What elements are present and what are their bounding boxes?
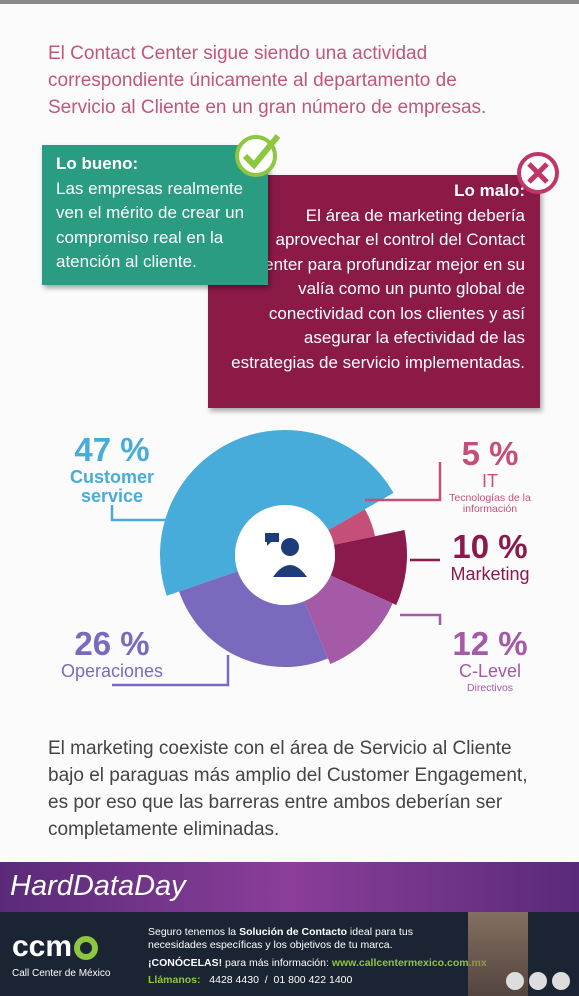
msg: Seguro tenemos la [148, 926, 240, 938]
conclusion: El marketing coexiste con el área de Ser… [48, 738, 528, 840]
icon-head [281, 538, 299, 556]
msg: ideal para tus necesidades específicas y… [148, 926, 413, 951]
footer: ccm Call Center de México Seguro tenemos… [0, 912, 579, 996]
bad-title: Lo malo: [454, 181, 525, 200]
footer-call: Llámanos: 4428 4430 / 01 800 422 1400 [148, 974, 352, 986]
donut-segment [328, 509, 376, 545]
leader-line [110, 505, 178, 522]
donut-segment [159, 429, 394, 596]
category-label: IT [482, 471, 498, 491]
sep: / [264, 974, 268, 986]
logo-sub: Call Center de México [12, 968, 111, 979]
value-label: 10 % [452, 528, 528, 565]
value-label: 12 % [452, 625, 528, 662]
icon-bubble [265, 533, 279, 546]
leader-line [365, 462, 442, 502]
category-label: Operaciones [60, 661, 164, 681]
donut-segment [330, 530, 407, 606]
value-label: 5 % [461, 435, 519, 472]
banner-text: HardDataDay [10, 870, 186, 902]
icon-body [273, 565, 307, 577]
category-description: Tecnologías de la información [449, 492, 531, 516]
call: Llámanos: [148, 974, 201, 986]
url[interactable]: www.callcentermexico.com.mx [331, 957, 487, 969]
category-label: C-Level [458, 661, 522, 681]
good-title: Lo bueno: [56, 154, 139, 173]
good-box [42, 145, 268, 285]
logo-icon [74, 936, 98, 960]
category-description: Directivos [466, 682, 514, 694]
footer-message: Seguro tenemos la Solución de Contacto i… [148, 926, 458, 952]
donut-chart [110, 429, 442, 687]
donut-segment [179, 571, 329, 667]
cross-icon [517, 152, 559, 194]
leader-line [400, 613, 442, 625]
top-bar [0, 0, 579, 4]
phone: 4428 4430 [209, 974, 259, 986]
good-content: Lo bueno: Las empresas realmente ven el … [56, 152, 261, 275]
social-icons [506, 972, 570, 990]
cta: ¡CONÓCELAS! [148, 957, 223, 969]
value-label: 47 % [74, 431, 150, 468]
intro: El Contact Center sigue siendo una activ… [48, 43, 487, 118]
category-label: Customer service [69, 467, 154, 506]
value-label: 26 % [74, 625, 150, 662]
phone: 01 800 422 1400 [273, 974, 353, 986]
check-icon [235, 134, 281, 177]
cta-text: para más información: [225, 957, 329, 969]
banner: HardDataDay [0, 862, 579, 912]
footer-cta: ¡CONÓCELAS! para más información: www.ca… [148, 957, 487, 969]
center-circle [235, 505, 335, 605]
donut-segment [304, 575, 393, 664]
bad-text: El área de marketing debería aprovechar … [231, 205, 525, 372]
bad-content: Lo malo: El área de marketing debería ap… [220, 179, 525, 375]
good-text: Las empresas realmente ven el mérito de … [56, 178, 245, 272]
category-label: Marketing [450, 564, 530, 584]
logo: ccm [12, 930, 73, 963]
msg-bold: Solución de Contacto [239, 926, 347, 938]
leader-line [112, 655, 230, 687]
